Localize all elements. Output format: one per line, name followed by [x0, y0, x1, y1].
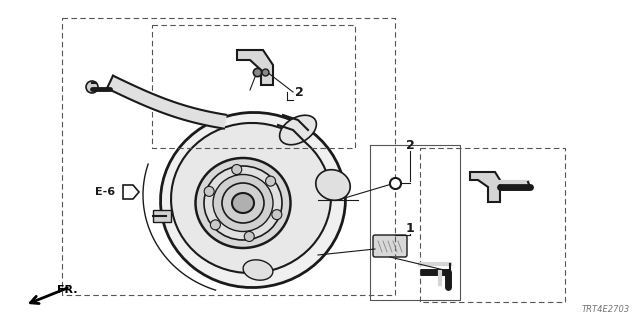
- Ellipse shape: [213, 174, 273, 231]
- Ellipse shape: [280, 115, 316, 145]
- Circle shape: [86, 81, 98, 93]
- Text: E-6: E-6: [95, 187, 115, 197]
- Ellipse shape: [195, 158, 291, 248]
- Ellipse shape: [243, 260, 273, 280]
- Text: 2: 2: [295, 85, 304, 99]
- Text: 1: 1: [406, 221, 414, 235]
- Ellipse shape: [316, 170, 350, 200]
- Text: 2: 2: [406, 139, 414, 151]
- Polygon shape: [237, 50, 273, 85]
- Polygon shape: [470, 172, 500, 202]
- Circle shape: [266, 176, 276, 186]
- Text: TRT4E2703: TRT4E2703: [582, 305, 630, 314]
- Circle shape: [232, 164, 242, 174]
- Ellipse shape: [232, 193, 254, 213]
- Ellipse shape: [171, 123, 331, 273]
- Circle shape: [211, 220, 220, 230]
- Circle shape: [204, 186, 214, 196]
- Circle shape: [244, 231, 254, 242]
- Text: FR.: FR.: [57, 285, 77, 295]
- Polygon shape: [107, 76, 226, 129]
- Ellipse shape: [161, 112, 346, 288]
- FancyBboxPatch shape: [153, 210, 171, 222]
- Ellipse shape: [204, 166, 282, 240]
- Circle shape: [272, 210, 282, 220]
- FancyBboxPatch shape: [373, 235, 407, 257]
